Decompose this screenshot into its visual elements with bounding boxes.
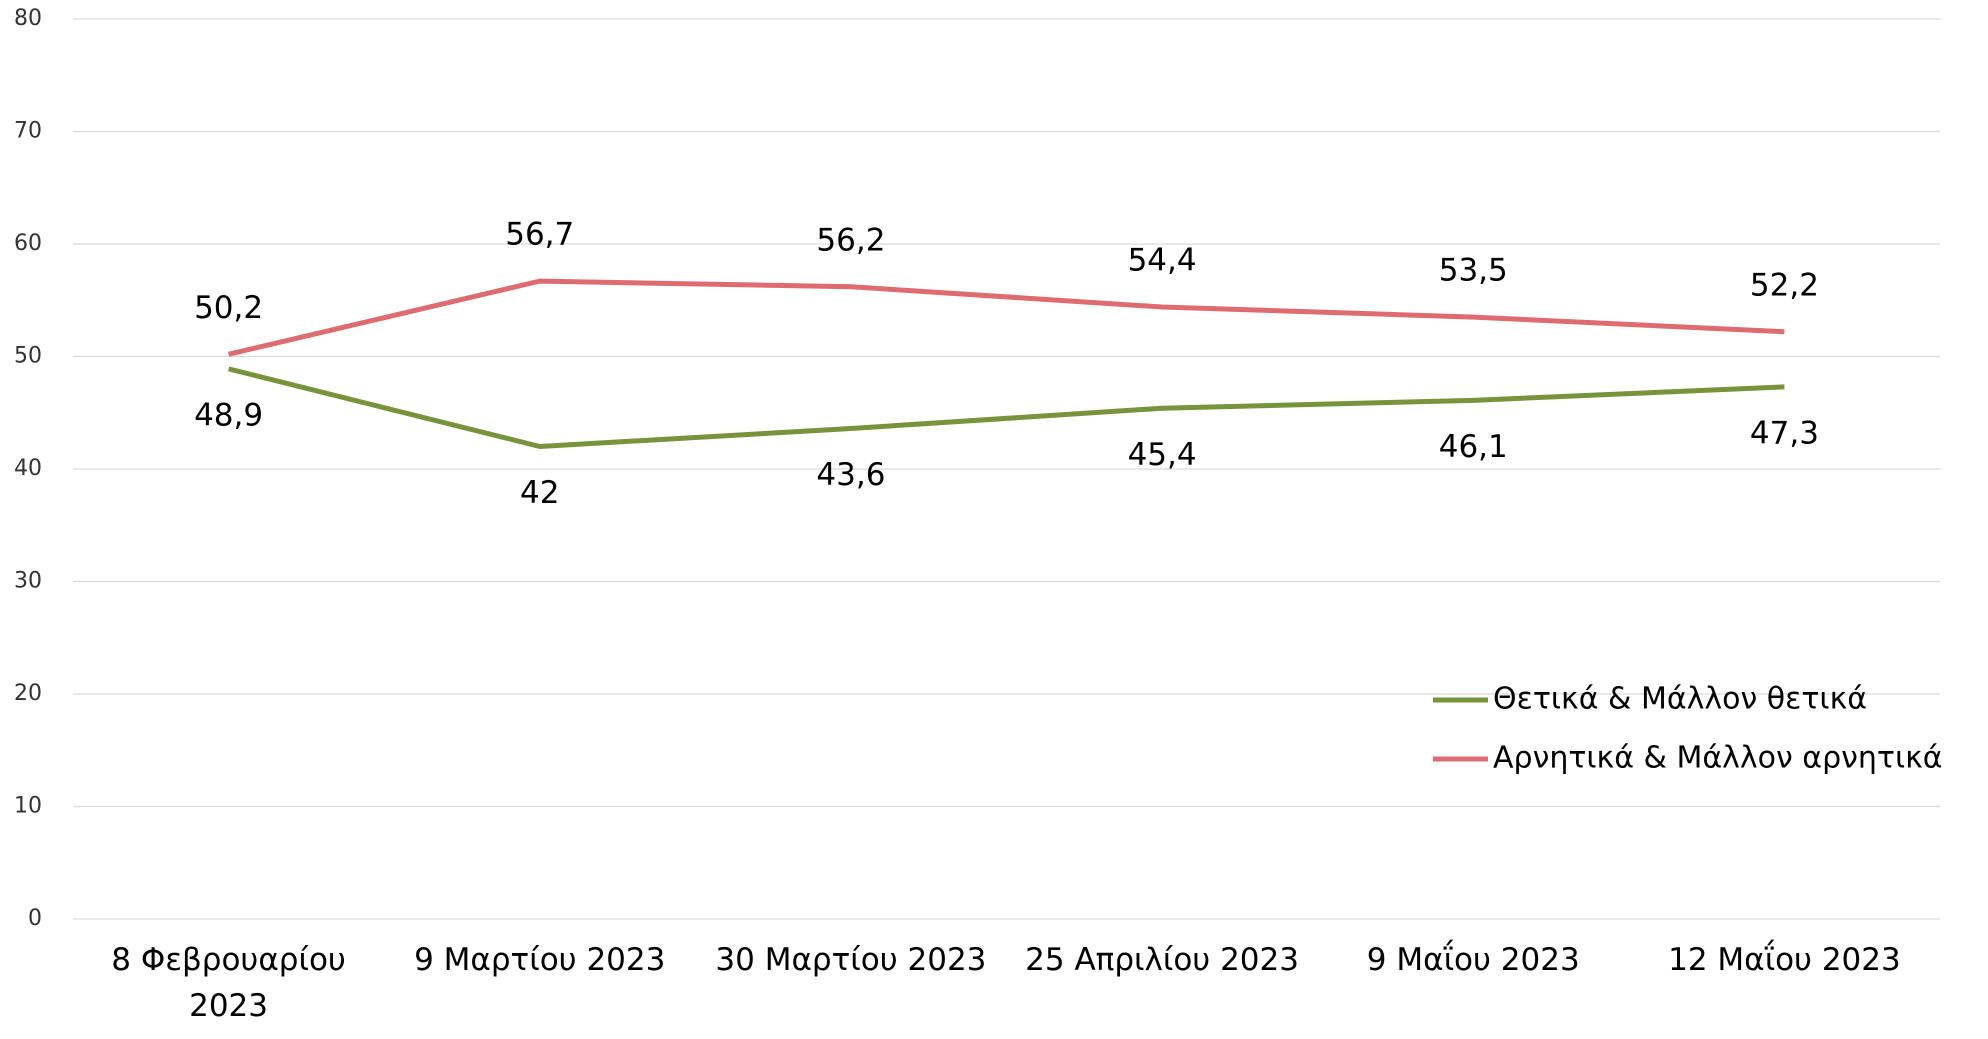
data-label: 48,9 [194, 397, 263, 433]
data-label: 42 [520, 475, 559, 511]
data-label: 52,2 [1750, 267, 1819, 303]
data-label: 47,3 [1750, 415, 1819, 451]
x-tick-label: 12 Μαΐου 2023 [1668, 942, 1901, 978]
data-label: 43,6 [816, 457, 885, 493]
data-label: 46,1 [1439, 429, 1508, 465]
data-label: 45,4 [1128, 437, 1197, 473]
data-label: 56,7 [505, 217, 574, 253]
x-tick-label: 9 Μαρτίου 2023 [414, 942, 666, 978]
data-label: 50,2 [194, 290, 263, 326]
legend-label: Θετικά & Μάλλον θετικά [1493, 682, 1867, 717]
y-tick-label: 0 [28, 906, 42, 931]
y-tick-label: 10 [14, 794, 42, 819]
series-line [228, 278, 1785, 357]
data-label: 53,5 [1439, 253, 1508, 289]
y-tick-label: 70 [14, 119, 42, 144]
x-tick-label: 8 Φεβρουαρίου 2023 [111, 942, 346, 1024]
y-tick-label: 80 [14, 6, 42, 31]
data-label: 54,4 [1128, 243, 1197, 279]
y-tick-label: 60 [14, 231, 42, 256]
y-tick-label: 40 [14, 456, 42, 481]
legend-label: Αρνητικά & Μάλλον αρνητικά [1493, 741, 1943, 776]
x-tick-label: 9 Μαΐου 2023 [1366, 942, 1580, 978]
y-tick-label: 30 [14, 569, 42, 594]
x-tick-label: 30 Μαρτίου 2023 [715, 942, 987, 978]
x-tick-label: 25 Απριλίου 2023 [1025, 942, 1299, 978]
y-tick-label: 50 [14, 344, 42, 369]
data-label: 56,2 [816, 222, 885, 258]
series-line [227, 366, 1785, 449]
y-tick-label: 20 [14, 681, 42, 706]
